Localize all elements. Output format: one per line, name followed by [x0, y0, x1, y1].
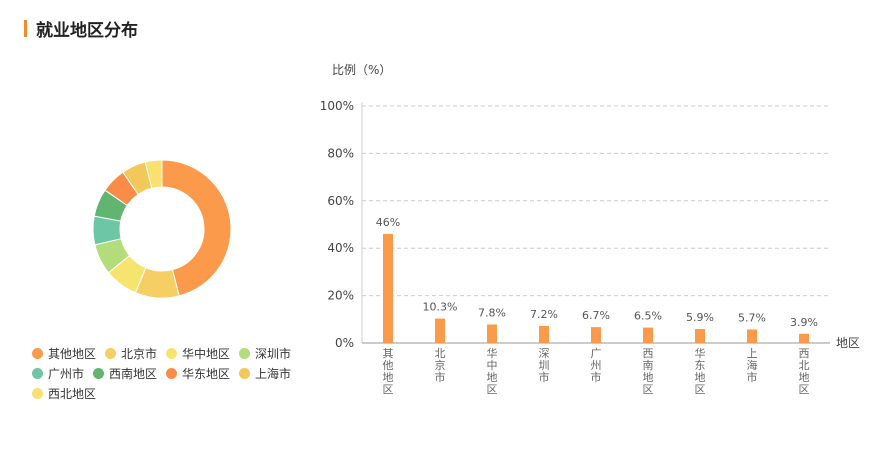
- legend-label: 北京市: [121, 346, 158, 361]
- bar-5[interactable]: [591, 327, 601, 343]
- bar-data-label: 7.8%: [478, 307, 506, 320]
- bar-data-label: 5.9%: [686, 311, 714, 324]
- bar-data-label: 7.2%: [530, 308, 558, 321]
- bar-data-label: 6.5%: [634, 310, 662, 323]
- legend-label: 华东地区: [182, 366, 231, 381]
- page-title: 就业地区分布: [36, 20, 138, 41]
- y-tick-label: 0%: [335, 336, 354, 350]
- legend-label: 上海市: [255, 366, 292, 381]
- legend-color-dot: [32, 347, 43, 359]
- bar-3[interactable]: [487, 324, 497, 343]
- donut-legend: 其他地区 北京市 华中地区 深圳市广州市 西南地区 华东地区 上海市西北地区: [32, 345, 307, 401]
- legend-item[interactable]: 其他地区: [32, 345, 96, 361]
- x-tick-label: 北京市: [435, 347, 446, 384]
- legend-color-dot: [32, 387, 43, 399]
- y-tick-label: 40%: [327, 241, 354, 255]
- x-tick-label: 其他地区: [383, 347, 394, 396]
- legend-item[interactable]: 深圳市: [239, 345, 291, 361]
- legend-color-dot: [166, 367, 178, 379]
- bar-1[interactable]: [383, 233, 393, 343]
- x-tick-label: 西北地区: [799, 347, 810, 396]
- legend-color-dot: [239, 367, 251, 379]
- bar-8[interactable]: [747, 329, 757, 343]
- legend-item[interactable]: 西南地区: [93, 365, 157, 381]
- bar-4[interactable]: [539, 325, 549, 343]
- legend-label: 西南地区: [109, 366, 158, 381]
- legend-label: 西北地区: [48, 386, 97, 401]
- bar-7[interactable]: [695, 329, 705, 343]
- title-accent-bar: [24, 19, 27, 37]
- legend-item[interactable]: 华中地区: [166, 345, 230, 361]
- y-tick-label: 80%: [327, 146, 354, 160]
- donut-slice-9[interactable]: [144, 159, 163, 189]
- x-tick-label: 广州市: [591, 347, 602, 384]
- legend-color-dot: [239, 347, 251, 359]
- x-tick-label: 深圳市: [539, 347, 550, 384]
- bar-data-label: 6.7%: [582, 309, 610, 322]
- x-tick-label: 华东地区: [695, 346, 706, 396]
- x-tick-label: 上海市: [747, 347, 758, 384]
- x-tick-label: 西南地区: [643, 347, 654, 396]
- bar-data-label: 5.7%: [738, 311, 766, 324]
- legend-label: 深圳市: [255, 346, 292, 361]
- legend-item[interactable]: 西北地区: [32, 385, 96, 401]
- legend-label: 广州市: [48, 366, 85, 381]
- bar-9[interactable]: [799, 333, 809, 343]
- legend-color-dot: [32, 367, 43, 379]
- x-axis-title: 地区: [836, 336, 860, 350]
- donut-slice-1[interactable]: [161, 159, 232, 297]
- bar-data-label: 46%: [376, 216, 400, 229]
- legend-label: 华中地区: [182, 346, 231, 361]
- bar-data-label: 3.9%: [790, 316, 818, 329]
- legend-item[interactable]: 上海市: [239, 365, 291, 381]
- legend-item[interactable]: 广州市: [32, 365, 84, 381]
- legend-color-dot: [93, 367, 105, 379]
- legend-color-dot: [105, 347, 117, 359]
- legend-item[interactable]: 华东地区: [166, 365, 230, 381]
- bar-2[interactable]: [435, 318, 445, 343]
- section-header: 就业地区分布: [24, 18, 138, 41]
- x-tick-label: 华中地区: [487, 346, 498, 396]
- legend-item[interactable]: 北京市: [105, 345, 157, 361]
- legend-color-dot: [166, 347, 178, 359]
- y-tick-label: 60%: [327, 194, 354, 208]
- bar-data-label: 10.3%: [423, 301, 458, 314]
- y-axis-title: 比例（%）: [332, 63, 391, 77]
- y-tick-label: 100%: [320, 99, 354, 113]
- y-tick-label: 20%: [327, 289, 354, 303]
- legend-label: 其他地区: [48, 346, 97, 361]
- bar-6[interactable]: [643, 327, 653, 343]
